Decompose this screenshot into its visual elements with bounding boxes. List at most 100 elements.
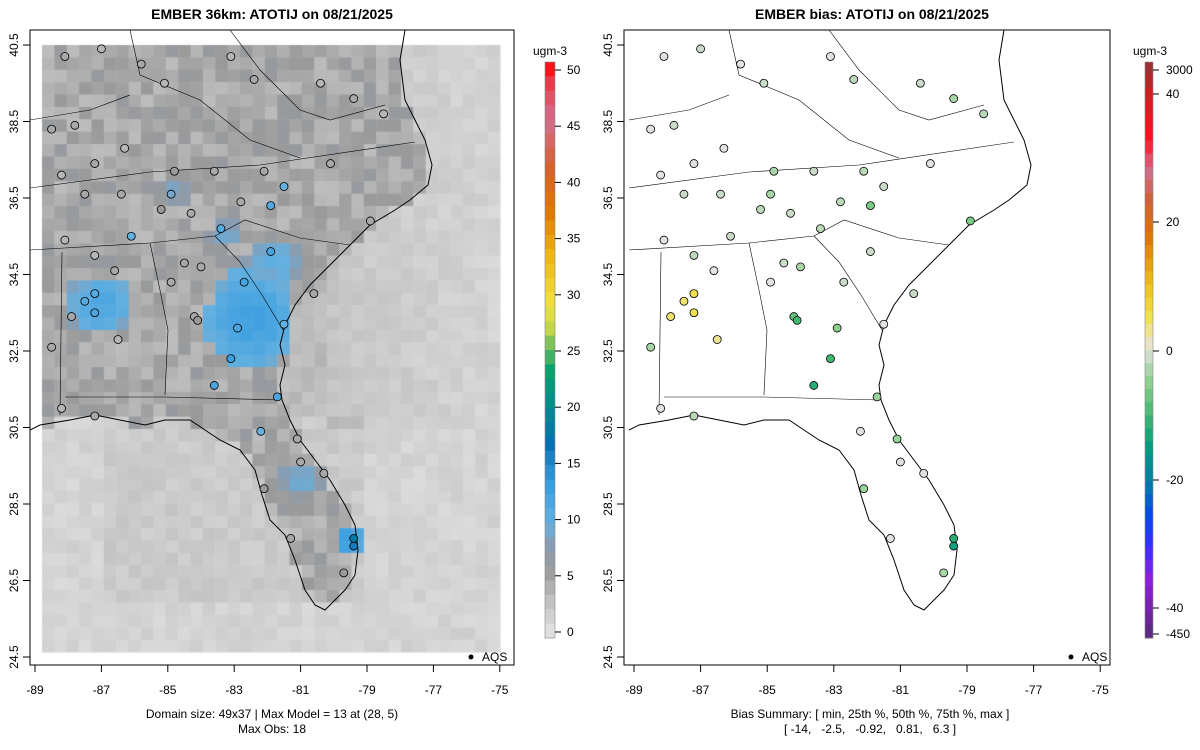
station-marker[interactable]	[689, 411, 699, 421]
station-marker[interactable]	[719, 143, 729, 153]
station-marker[interactable]	[113, 335, 123, 344]
station-marker[interactable]	[646, 342, 656, 352]
station-marker[interactable]	[689, 308, 699, 318]
station-marker[interactable]	[339, 568, 349, 578]
station-marker[interactable]	[209, 381, 219, 390]
station-marker[interactable]	[666, 312, 676, 321]
station-marker[interactable]	[859, 166, 869, 176]
station-marker[interactable]	[859, 484, 869, 494]
station-marker[interactable]	[80, 296, 90, 306]
station-marker[interactable]	[60, 52, 70, 61]
station-marker[interactable]	[796, 262, 805, 272]
station-marker[interactable]	[849, 75, 859, 84]
station-marker[interactable]	[679, 296, 689, 306]
station-marker[interactable]	[832, 323, 842, 333]
station-marker[interactable]	[249, 75, 259, 84]
station-marker[interactable]	[272, 392, 282, 402]
station-marker[interactable]	[97, 44, 106, 54]
station-marker[interactable]	[90, 250, 100, 260]
station-marker[interactable]	[689, 250, 699, 260]
station-marker[interactable]	[256, 426, 266, 436]
station-marker[interactable]	[856, 426, 865, 436]
station-marker[interactable]	[349, 534, 359, 543]
station-marker[interactable]	[90, 411, 100, 421]
station-marker[interactable]	[226, 52, 236, 61]
station-marker[interactable]	[349, 541, 359, 551]
station-marker[interactable]	[886, 534, 895, 543]
station-marker[interactable]	[292, 434, 302, 444]
station-marker[interactable]	[126, 231, 136, 241]
station-marker[interactable]	[696, 44, 705, 54]
station-marker[interactable]	[326, 159, 335, 168]
station-marker[interactable]	[279, 182, 289, 191]
station-marker[interactable]	[669, 120, 679, 130]
station-marker[interactable]	[709, 266, 719, 276]
station-marker[interactable]	[90, 159, 100, 168]
station-marker[interactable]	[826, 354, 835, 364]
station-marker[interactable]	[110, 266, 120, 276]
station-marker[interactable]	[679, 189, 689, 199]
station-marker[interactable]	[839, 277, 849, 287]
station-marker[interactable]	[60, 235, 70, 245]
station-marker[interactable]	[349, 94, 359, 103]
station-marker[interactable]	[226, 354, 236, 364]
station-marker[interactable]	[193, 315, 203, 325]
station-marker[interactable]	[309, 289, 319, 299]
station-marker[interactable]	[319, 468, 329, 478]
station-marker[interactable]	[915, 78, 925, 88]
station-marker[interactable]	[896, 457, 905, 467]
station-marker[interactable]	[296, 457, 306, 467]
station-marker[interactable]	[809, 381, 819, 390]
station-marker[interactable]	[656, 170, 666, 180]
station-marker[interactable]	[166, 189, 176, 199]
station-marker[interactable]	[766, 277, 775, 287]
station-marker[interactable]	[836, 197, 845, 207]
station-marker[interactable]	[792, 315, 802, 325]
station-marker[interactable]	[892, 434, 902, 444]
station-marker[interactable]	[919, 468, 929, 478]
station-marker[interactable]	[939, 568, 949, 578]
station-marker[interactable]	[949, 541, 959, 551]
station-marker[interactable]	[90, 308, 100, 318]
station-marker[interactable]	[659, 52, 669, 61]
station-marker[interactable]	[186, 208, 196, 218]
station-marker[interactable]	[756, 205, 765, 214]
station-marker[interactable]	[779, 258, 789, 268]
station-marker[interactable]	[979, 109, 989, 119]
station-marker[interactable]	[659, 235, 669, 245]
station-marker[interactable]	[120, 143, 130, 153]
station-marker[interactable]	[57, 403, 66, 413]
station-marker[interactable]	[90, 289, 100, 299]
station-marker[interactable]	[726, 231, 735, 241]
station-marker[interactable]	[866, 247, 875, 256]
station-marker[interactable]	[689, 289, 699, 299]
station-marker[interactable]	[909, 289, 919, 299]
station-marker[interactable]	[766, 189, 775, 199]
station-marker[interactable]	[209, 166, 219, 176]
station-marker[interactable]	[239, 277, 249, 287]
station-marker[interactable]	[736, 59, 745, 69]
station-marker[interactable]	[47, 124, 56, 134]
station-marker[interactable]	[866, 201, 875, 211]
station-marker[interactable]	[279, 319, 289, 329]
station-marker[interactable]	[769, 166, 779, 176]
station-marker[interactable]	[80, 189, 90, 199]
station-marker[interactable]	[156, 205, 166, 214]
station-marker[interactable]	[872, 392, 882, 402]
station-marker[interactable]	[70, 120, 80, 130]
station-marker[interactable]	[712, 335, 722, 344]
station-marker[interactable]	[136, 59, 146, 69]
station-marker[interactable]	[689, 159, 699, 168]
station-marker[interactable]	[166, 277, 176, 287]
station-marker[interactable]	[286, 534, 296, 543]
station-marker[interactable]	[879, 182, 889, 191]
station-marker[interactable]	[170, 166, 179, 176]
station-marker[interactable]	[266, 247, 276, 256]
station-marker[interactable]	[57, 170, 66, 180]
station-marker[interactable]	[716, 189, 725, 199]
station-marker[interactable]	[379, 109, 389, 119]
station-marker[interactable]	[160, 78, 169, 88]
station-marker[interactable]	[759, 78, 769, 88]
station-marker[interactable]	[816, 224, 825, 234]
station-marker[interactable]	[879, 319, 889, 329]
